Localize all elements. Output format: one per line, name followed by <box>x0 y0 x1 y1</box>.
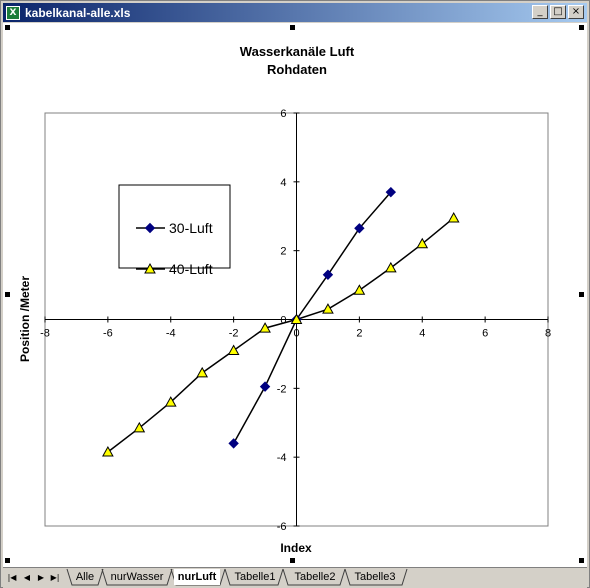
data-point-40-Luft <box>384 261 397 273</box>
data-point-40-Luft <box>102 445 114 457</box>
tab-outline <box>66 568 104 586</box>
legend-marker <box>144 222 156 234</box>
data-point-40-Luft <box>196 366 209 378</box>
data-point-30-Luft <box>354 223 365 234</box>
x-axis-label: Index <box>280 541 312 555</box>
data-point-40-Luft <box>227 344 240 355</box>
y-tick-label: -2 <box>277 383 287 395</box>
tab-outline <box>170 568 226 586</box>
sheet-tab-bar: |◀ ◀ ▶ ▶| Alle nurWasser nurLuft Tabelle… <box>3 567 587 588</box>
legend[interactable]: 30-Luft 40-Luft <box>118 184 231 277</box>
data-point-40-Luft <box>259 322 271 333</box>
y-axis-label: Position /Meter <box>18 276 32 362</box>
y-tick-label: 2 <box>280 246 286 258</box>
selection-handle[interactable] <box>5 25 10 30</box>
selection-handle[interactable] <box>579 25 584 30</box>
tab-tabelle1[interactable]: Tabelle1 <box>234 571 276 583</box>
x-tick-label: -6 <box>103 328 113 340</box>
minimize-button[interactable]: _ <box>532 5 548 19</box>
data-point-30-Luft <box>322 269 334 280</box>
tab-alle[interactable]: Alle <box>75 571 95 583</box>
data-point-40-Luft <box>416 237 429 249</box>
chart-sheet[interactable]: Wasserkanäle Luft Rohdaten -8 -6 -4 -2 0 2 4 6 8… <box>3 23 587 567</box>
tab-nurwasser[interactable]: nurWasser <box>110 571 164 583</box>
y-tick-label: 0 <box>280 315 286 327</box>
data-point-40-Luft <box>322 303 334 314</box>
data-point-30-Luft <box>259 381 271 392</box>
data-point-30-Luft <box>385 186 397 198</box>
data-point-40-Luft <box>447 211 460 223</box>
title-bar[interactable]: X kabelkanal-alle.xls _ □ × <box>3 3 587 22</box>
tab-tabelle3[interactable]: Tabelle3 <box>354 571 396 583</box>
y-tick-label: -6 <box>277 521 287 533</box>
x-tick-label: -8 <box>40 328 50 340</box>
x-tick-label: -4 <box>166 328 176 340</box>
selection-handle[interactable] <box>579 558 584 563</box>
maximize-button[interactable]: □ <box>550 5 566 19</box>
excel-icon[interactable]: X <box>6 5 20 20</box>
last-sheet-icon[interactable]: ▶| <box>50 573 60 582</box>
close-button[interactable]: × <box>568 5 584 19</box>
tab-outline <box>344 568 408 586</box>
data-point-30-Luft <box>228 438 239 449</box>
y-tick-label: 4 <box>280 177 286 189</box>
prev-sheet-icon[interactable]: ◀ <box>23 573 31 582</box>
x-tick-label: 4 <box>419 328 425 340</box>
tab-outline <box>101 568 173 586</box>
x-tick-label: 2 <box>356 328 362 340</box>
x-tick-label: 8 <box>545 328 551 340</box>
x-tick-label: 0 <box>293 328 299 340</box>
data-point-40-Luft <box>353 284 366 295</box>
x-tick-label: 6 <box>482 328 488 340</box>
selection-handle[interactable] <box>290 558 295 563</box>
next-sheet-icon[interactable]: ▶ <box>37 573 45 582</box>
legend-label: 40-Luft <box>169 261 213 277</box>
tab-outline <box>282 568 346 586</box>
x-tick-label: -2 <box>229 328 239 340</box>
chart-subtitle: Rohdaten <box>267 62 327 77</box>
data-point-40-Luft <box>290 313 303 324</box>
y-tick-label: 6 <box>280 108 286 120</box>
selection-handle[interactable] <box>5 292 10 297</box>
tab-outlines <box>66 568 408 586</box>
tab-tabelle2[interactable]: Tabelle2 <box>294 571 336 583</box>
y-tick-label: -4 <box>277 452 287 464</box>
legend-box <box>118 184 231 269</box>
tab-outline <box>224 568 284 586</box>
tab-nurluft[interactable]: nurLuft <box>174 569 220 585</box>
chart-title: Wasserkanäle Luft <box>240 44 355 59</box>
window-title: kabelkanal-alle.xls <box>25 5 131 20</box>
chart[interactable]: Wasserkanäle Luft Rohdaten -8 -6 -4 -2 0 2 4 6 8… <box>3 23 587 567</box>
series-line-30-Luft <box>232 191 392 444</box>
selection-handle[interactable] <box>5 558 10 563</box>
data-point-40-Luft <box>133 421 146 433</box>
selection-handle[interactable] <box>579 292 584 297</box>
legend-marker <box>144 262 156 274</box>
selection-handle[interactable] <box>290 25 295 30</box>
data-point-40-Luft <box>164 396 177 407</box>
first-sheet-icon[interactable]: |◀ <box>7 573 17 582</box>
legend-label: 30-Luft <box>169 220 213 236</box>
